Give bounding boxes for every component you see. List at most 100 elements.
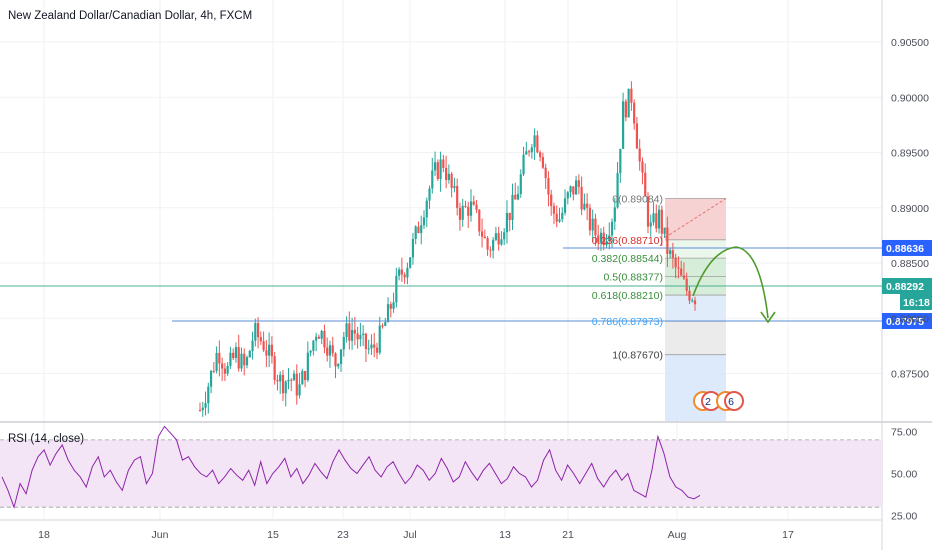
candle-body [657,209,661,229]
candle-body [671,250,674,258]
candle-body [353,329,356,334]
candle-body [597,235,600,243]
candle-body [334,353,337,367]
candle-body [555,213,558,222]
candle-body [669,250,672,254]
candle-body [381,325,384,327]
candle-body [558,219,561,222]
price-badge-label: 0.88292 [886,281,924,293]
candle-body [221,363,224,369]
time-tick-label: Jul [403,529,416,541]
candle-body [583,203,586,210]
fib-zone-extension [665,354,726,421]
candle-body [398,269,401,276]
rsi-tick-label: 50.00 [891,469,917,481]
candle-body [359,335,362,340]
candle-body [375,347,379,353]
candle-body [409,257,412,268]
candle-body [599,232,603,243]
candle-body [425,200,428,218]
candle-body [503,232,506,240]
candle-body [320,330,323,339]
candle-body [674,257,677,268]
candle-body [323,330,326,348]
horizontal-levels[interactable] [0,247,882,322]
candle-body [428,188,431,201]
candle-body [550,194,553,206]
candle-body [552,205,556,214]
candle-body [259,337,262,342]
candle-body [627,88,630,118]
candle-body [295,373,298,396]
fib-level-label: 0.382(0.88544) [592,253,663,265]
candle-body [389,304,392,309]
candle-body [207,386,210,404]
candle-body [533,135,536,148]
chart-title: New Zealand Dollar/Canadian Dollar, 4h, … [8,10,252,22]
candle-body [395,275,398,303]
candle-body [414,226,417,239]
time-tick-label: 13 [499,529,511,541]
candle-body [508,212,511,221]
candle-body [254,322,257,341]
candle-body [666,227,669,254]
candle-body [467,206,470,216]
candle-body [644,172,647,197]
candle-body [298,384,301,396]
candle-body [453,185,456,188]
candle-body [431,170,434,189]
rsi-line [1,425,701,509]
event-icon-label: 2 [705,396,711,408]
candle-body [511,194,514,221]
candle-body [641,161,644,173]
candle-body [500,239,503,245]
candle-body [569,186,572,193]
candle-body [243,353,246,366]
candle-body [198,409,202,411]
candle-body [610,221,614,236]
candle-body [688,290,691,301]
candle-body [362,333,365,336]
fib-zone [665,258,726,277]
rsi-band [0,439,882,508]
candle-body [522,154,525,175]
countdown-badge [900,293,932,310]
candle-body [417,226,420,234]
fib-level-label: 0(0.89084) [612,193,663,205]
fibonacci-labels: 0(0.89084) 0.236(0.88710) 0.382(0.88544) 0.… [592,193,663,361]
candle-body [422,217,426,226]
candle-body [619,148,622,174]
candle-body [384,322,387,326]
candle-body [682,275,686,279]
candle-body [649,222,652,227]
candle-body [608,235,611,242]
candle-body [386,304,390,323]
candle-body [445,167,448,180]
candle-body [458,207,462,220]
candle-body [461,205,464,220]
candle-body [475,204,478,210]
candle-body [350,329,354,341]
candle-body [563,198,567,213]
candle-body [292,373,296,381]
fib-level-label: 0.786(0.87973) [592,316,663,328]
candle-body [317,336,321,339]
candle-body [262,341,265,351]
time-axis[interactable]: 18 Jun 15 23 Jul 13 21 Aug 17 [38,529,794,541]
candle-body [237,347,240,369]
candle-body [525,151,528,155]
rsi-tick-label: 75.00 [891,426,917,438]
candle-body [326,347,329,356]
candle-body [301,371,304,385]
candle-body [464,205,467,207]
candle-body [420,225,423,234]
price-axis[interactable]: 0.88636 0.88292 0.87975 16:18 0.87500 0.88000… [882,37,932,523]
candle-body [588,207,592,231]
candle-body [284,381,287,394]
candle-body [306,352,309,381]
price-badge-label: 0.88636 [886,243,924,255]
candle-body [348,323,351,341]
